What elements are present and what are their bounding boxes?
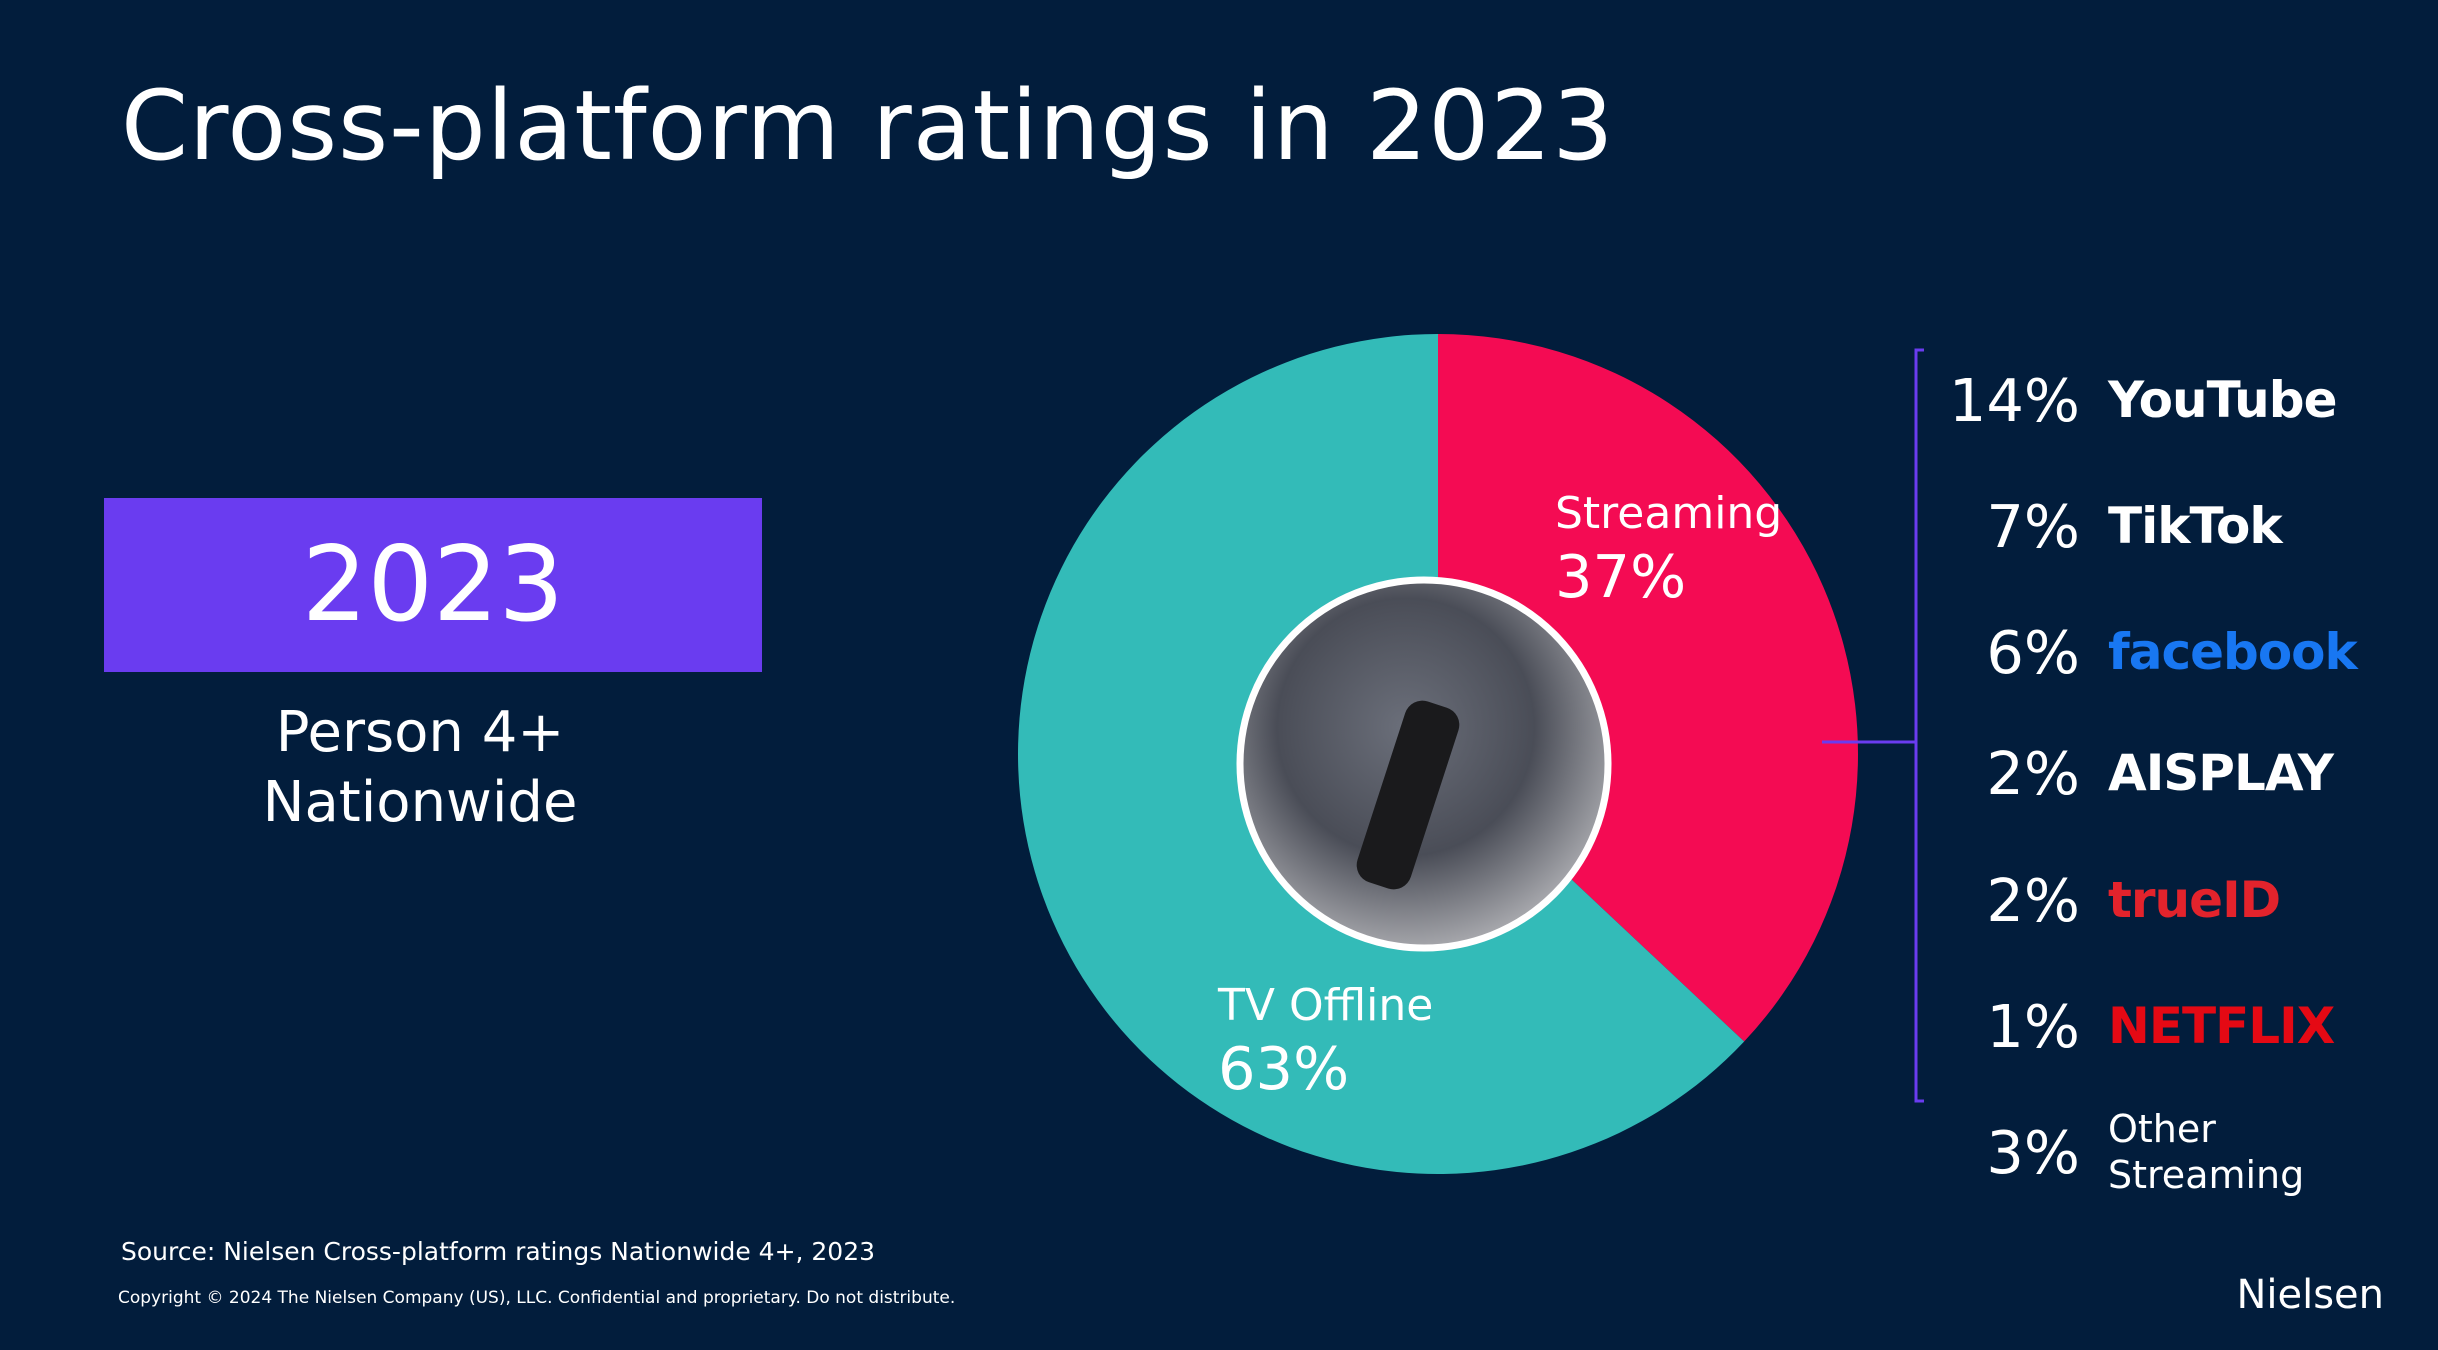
year-badge: 2023 (104, 498, 762, 672)
remote-icon (1356, 700, 1460, 890)
row-value: 2% (1986, 738, 2080, 808)
slice-label: TV Offline (1217, 980, 1433, 1031)
slice-value: 63% (1218, 1034, 1349, 1103)
platform-name: Other Streaming (2108, 1107, 2305, 1197)
slice-label: Streaming (1555, 488, 1782, 539)
region: Nationwide (262, 770, 578, 835)
breakdown-row: 3% Other Streaming (1930, 1092, 2410, 1212)
row-value: 2% (1986, 865, 2080, 935)
platform-name: NETFLIX (2108, 997, 2335, 1055)
platform-name: YouTube (2108, 371, 2337, 429)
breakdown-row: 2% trueID (1930, 840, 2410, 960)
row-value: 3% (1986, 1117, 2080, 1187)
brand-logo: Nielsen (2236, 1272, 2384, 1318)
title: Cross-platform ratings in 2023 (121, 70, 1615, 182)
row-value: 6% (1986, 617, 2080, 687)
platform-name: trueID (2108, 871, 2281, 929)
copyright: Copyright © 2024 The Nielsen Company (US… (118, 1288, 956, 1308)
bracket (1822, 348, 1924, 1103)
source: Source: Nielsen Cross-platform ratings N… (121, 1237, 876, 1266)
row-value: 1% (1986, 991, 2080, 1061)
audience: Person 4+ (275, 700, 565, 765)
platform-name: AISPLAY (2108, 744, 2334, 802)
breakdown-row: 14% YouTube (1930, 340, 2410, 460)
row-value: 14% (1948, 365, 2080, 435)
slice (1438, 334, 1859, 1042)
breakdown-row: 7% TikTok (1930, 466, 2410, 586)
breakdown-row: 6% facebook (1930, 592, 2410, 712)
slice-value: 37% (1555, 542, 1686, 611)
platform-name: TikTok (2108, 497, 2283, 555)
row-value: 7% (1986, 491, 2080, 561)
breakdown-row: 1% NETFLIX (1930, 966, 2410, 1086)
platform-name: facebook (2108, 623, 2358, 681)
breakdown-row: 2% AISPLAY (1930, 713, 2410, 833)
